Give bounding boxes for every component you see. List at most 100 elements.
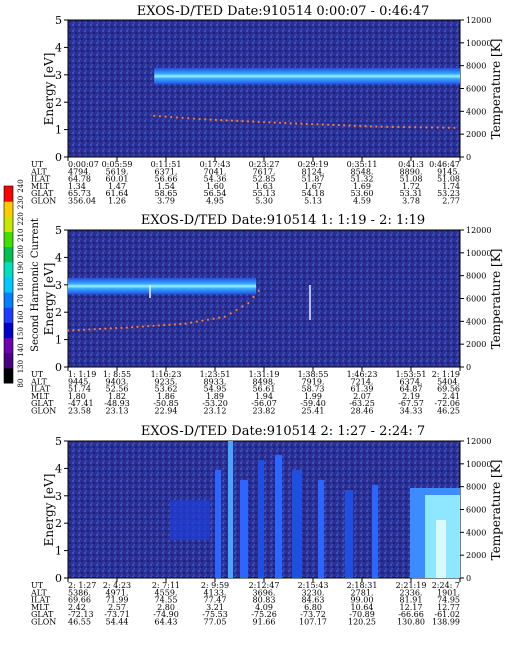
ephemeris-value: 1.80 <box>68 392 86 401</box>
ephemeris-value: 12.77 <box>437 603 460 612</box>
temperature-point <box>184 322 187 325</box>
temperature-point <box>447 126 450 129</box>
ephemeris-value: 51.08 <box>437 175 460 184</box>
ephemeris-value: -75.26 <box>251 610 277 619</box>
ephemeris-value: 64.87 <box>400 385 423 394</box>
ephemeris-value: 138.99 <box>432 618 460 627</box>
ephemeris-value: 2: 1:19 <box>432 370 460 379</box>
temperature-point <box>327 123 330 126</box>
temperature-point <box>206 318 210 321</box>
temperature-point <box>214 118 217 121</box>
ephemeris-value: 1901. <box>437 588 460 597</box>
ephemeris-value: 1.99 <box>304 392 322 401</box>
panel-2-temperature-trace <box>66 289 260 332</box>
ephemeris-row-label: GLON <box>31 618 56 627</box>
temperature-point <box>284 121 287 125</box>
ephemeris-value: 1.63 <box>255 182 273 191</box>
ephemeris-value: 2: 4:23 <box>103 581 131 590</box>
temperature-point <box>247 301 250 305</box>
ephemeris-value: 5.30 <box>255 197 273 206</box>
ephemeris-value: 2:18:31 <box>347 581 378 590</box>
ephemeris-value: 1: 1:19 <box>68 370 96 379</box>
ephemeris-value: -61.02 <box>434 610 460 619</box>
panel-3-streak-5 <box>275 455 282 578</box>
ephemeris-value: 8124. <box>302 167 325 176</box>
temperature-point <box>225 119 228 122</box>
ephemeris-value: 53.62 <box>155 385 178 394</box>
panel-2-ylabel: Energy [eV] <box>42 263 56 336</box>
ephemeris-value: 91.66 <box>253 618 276 627</box>
temperature-point <box>453 126 456 129</box>
temperature-point <box>316 123 319 126</box>
panel-2-plot-area <box>67 229 461 368</box>
y2-tick-label: 0 <box>466 574 471 583</box>
colorbar-swatch <box>4 276 13 293</box>
temperature-point <box>353 124 356 127</box>
temperature-point <box>241 120 244 123</box>
temperature-point <box>380 125 383 128</box>
y-tick-label: 2 <box>55 96 62 109</box>
temperature-point <box>436 126 439 129</box>
temperature-point <box>257 289 260 292</box>
panel-3-title: EXOS-D/TED Date:910514 2: 1:27 - 2:24: 7 <box>141 424 425 439</box>
temperature-point <box>175 116 178 119</box>
panel-1-band <box>154 67 461 85</box>
ephemeris-row-label: MLT <box>31 182 50 191</box>
temperature-point <box>66 329 70 332</box>
ephemeris-value: 1.72 <box>402 182 420 191</box>
ephemeris-value: 54.44 <box>106 618 129 627</box>
ephemeris-value: 0:05:59 <box>102 160 133 169</box>
y2-tick-label: 8000 <box>466 272 486 281</box>
ephemeris-value: 1.47 <box>108 182 126 191</box>
temperature-point <box>230 119 234 122</box>
y2-tick-label: 12000 <box>466 437 491 446</box>
panel-1-y-ticks: 0 1 2 3 4 5 <box>55 14 68 164</box>
ephemeris-value: -72.13 <box>68 610 94 619</box>
y2-tick-label: 4000 <box>466 107 486 116</box>
ephemeris-value: -67.57 <box>398 399 424 408</box>
ephemeris-value: 25.41 <box>302 407 325 416</box>
y-tick-label: 3 <box>55 490 62 503</box>
y-tick-label: 0 <box>55 151 62 164</box>
ephemeris-value: 60.01 <box>106 175 129 184</box>
temperature-point <box>115 327 118 330</box>
ephemeris-value: 1:38:55 <box>298 370 329 379</box>
temperature-point <box>364 125 367 128</box>
colorbar-tick-label: 190 <box>17 261 25 274</box>
temperature-point <box>179 322 182 326</box>
ephemeris-row-label: GLON <box>31 197 56 206</box>
panel-1: EXOS-D/TED Date:910514 0:00:07 - 0:46:47… <box>30 4 503 206</box>
temperature-point <box>305 122 308 125</box>
ephemeris-value: 0:17:43 <box>200 160 231 169</box>
colorbar-swatch <box>4 337 13 354</box>
ephemeris-value: 2:12:47 <box>249 581 280 590</box>
ephemeris-value: 1:23:51 <box>200 370 231 379</box>
ephemeris-value: 1:16:23 <box>151 370 182 379</box>
ephemeris-value: 1: 8:55 <box>103 370 131 379</box>
panel-3-streak-7 <box>318 480 324 578</box>
ephemeris-value: -53.20 <box>202 399 228 408</box>
ephemeris-value: 0:35:11 <box>347 160 378 169</box>
ephemeris-value: 0:46:47 <box>429 160 460 169</box>
temperature-point <box>408 126 411 129</box>
temperature-point <box>198 117 201 121</box>
temperature-point <box>72 329 75 332</box>
ephemeris-value: 64.43 <box>155 618 178 627</box>
ephemeris-value: 1.69 <box>353 182 371 191</box>
panel-1-ylabel: Energy [eV] <box>42 53 56 126</box>
colorbar-tick-label: 160 <box>17 311 25 324</box>
temperature-point <box>147 325 150 328</box>
ephemeris-value: 3.21 <box>206 603 224 612</box>
ephemeris-value: 8548. <box>351 167 374 176</box>
ephemeris-value: 8933. <box>204 377 227 386</box>
temperature-point <box>190 321 193 324</box>
y-tick-label: 0 <box>55 572 62 585</box>
temperature-point <box>359 124 362 128</box>
temperature-point <box>141 325 144 328</box>
ephemeris-value: 65.73 <box>68 189 91 198</box>
ephemeris-value: 2.19 <box>402 392 420 401</box>
ephemeris-value: 58.73 <box>302 385 325 394</box>
ephemeris-value: 7919. <box>302 377 325 386</box>
ephemeris-value: 3230. <box>302 588 325 597</box>
ephemeris-row-label: ALT <box>30 377 47 386</box>
